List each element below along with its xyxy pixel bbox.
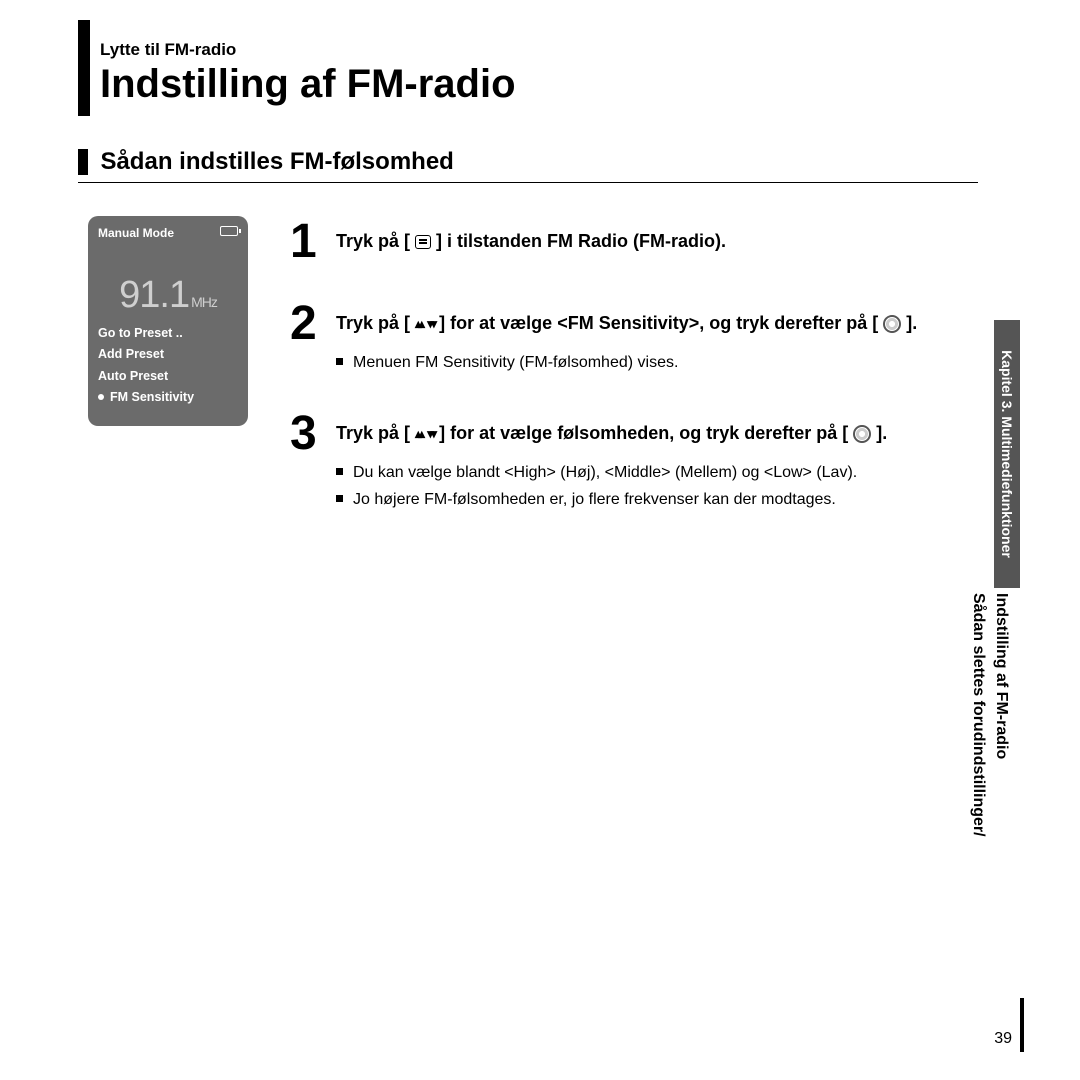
freq-value: 91.1 — [119, 274, 189, 316]
bullet-text: Du kan vælge blandt <High> (Høj), <Middl… — [353, 459, 857, 486]
step-body: Tryk på [ ▴▴ ▾▾ ] for at vælge følsomhed… — [336, 410, 887, 513]
step-number: 2 — [290, 300, 336, 376]
up-icon: ▴▴ — [415, 314, 422, 334]
menu-item-preset: Go to Preset .. — [98, 323, 238, 344]
t: ]. — [871, 423, 887, 443]
bullet: Du kan vælge blandt <High> (Høj), <Middl… — [336, 459, 887, 486]
section-line-2: Indstilling af FM-radio — [992, 593, 1010, 759]
up-icon: ▴▴ — [415, 424, 422, 444]
title-rule — [78, 20, 90, 116]
battery-icon — [220, 226, 238, 236]
bullet-text: Menuen FM Sensitivity (FM-følsomhed) vis… — [353, 349, 678, 376]
chapter-label: Kapitel 3. Multimediefunktioner — [999, 350, 1015, 558]
t: ] i tilstanden FM Radio (FM-radio). — [431, 231, 726, 251]
square-icon — [336, 495, 343, 502]
bullet-text: Jo højere FM-følsomheden er, jo flere fr… — [353, 486, 836, 513]
breadcrumb: Lytte til FM-radio — [100, 40, 236, 60]
step-number: 1 — [290, 218, 336, 266]
t: ] for at vælge følsomheden, og tryk dere… — [434, 423, 853, 443]
device-frequency: 91.1MHz — [98, 274, 238, 317]
menu-item-sensitivity: FM Sensitivity — [98, 387, 238, 408]
step-lead: Tryk på [ ] i tilstanden FM Radio (FM-ra… — [336, 228, 726, 255]
bullet: Jo højere FM-følsomheden er, jo flere fr… — [336, 486, 887, 513]
step-lead: Tryk på [ ▴▴ ▾▾ ] for at vælge følsomhed… — [336, 420, 887, 447]
device-mock: Manual Mode 91.1MHz Go to Preset .. Add … — [88, 216, 248, 426]
t: Tryk på [ — [336, 423, 415, 443]
subhead-bar — [78, 149, 88, 175]
square-icon — [336, 468, 343, 475]
t: Tryk på [ — [336, 313, 415, 333]
t: Tryk på [ — [336, 231, 415, 251]
side-tab-chapter: Kapitel 3. Multimediefunktioner — [994, 320, 1020, 588]
page-number-rule — [1020, 998, 1024, 1052]
step-body: Tryk på [ ] i tilstanden FM Radio (FM-ra… — [336, 218, 726, 266]
step-lead: Tryk på [ ▴▴ ▾▾ ] for at vælge <FM Sensi… — [336, 310, 917, 337]
menu-item-auto: Auto Preset — [98, 366, 238, 387]
page-title: Indstilling af FM-radio — [100, 62, 516, 107]
freq-unit: MHz — [191, 294, 217, 310]
side-tab-section: Sådan slettes forudindstillinger/ Indsti… — [968, 593, 1020, 973]
subhead: Sådan indstilles FM-følsomhed — [100, 148, 453, 176]
bullet: Menuen FM Sensitivity (FM-følsomhed) vis… — [336, 349, 917, 376]
t: ]. — [901, 313, 917, 333]
menu-item-add: Add Preset — [98, 344, 238, 365]
step-1: 1 Tryk på [ ] i tilstanden FM Radio (FM-… — [290, 218, 950, 266]
steps: 1 Tryk på [ ] i tilstanden FM Radio (FM-… — [290, 218, 950, 548]
page-number: 39 — [994, 1030, 1012, 1048]
step-2: 2 Tryk på [ ▴▴ ▾▾ ] for at vælge <FM Sen… — [290, 300, 950, 376]
step-number: 3 — [290, 410, 336, 513]
select-icon — [883, 315, 901, 333]
step-3: 3 Tryk på [ ▴▴ ▾▾ ] for at vælge følsomh… — [290, 410, 950, 513]
select-icon — [853, 425, 871, 443]
t: ] for at vælge <FM Sensitivity>, og tryk… — [434, 313, 883, 333]
subhead-wrap: Sådan indstilles FM-følsomhed — [78, 148, 978, 183]
square-icon — [336, 358, 343, 365]
menu-icon — [415, 235, 431, 249]
bullets: Menuen FM Sensitivity (FM-følsomhed) vis… — [336, 349, 917, 376]
device-mode: Manual Mode — [98, 226, 238, 240]
bullets: Du kan vælge blandt <High> (Høj), <Middl… — [336, 459, 887, 513]
step-body: Tryk på [ ▴▴ ▾▾ ] for at vælge <FM Sensi… — [336, 300, 917, 376]
device-menu: Go to Preset .. Add Preset Auto Preset F… — [98, 323, 238, 408]
section-line-1: Sådan slettes forudindstillinger/ — [969, 593, 987, 837]
